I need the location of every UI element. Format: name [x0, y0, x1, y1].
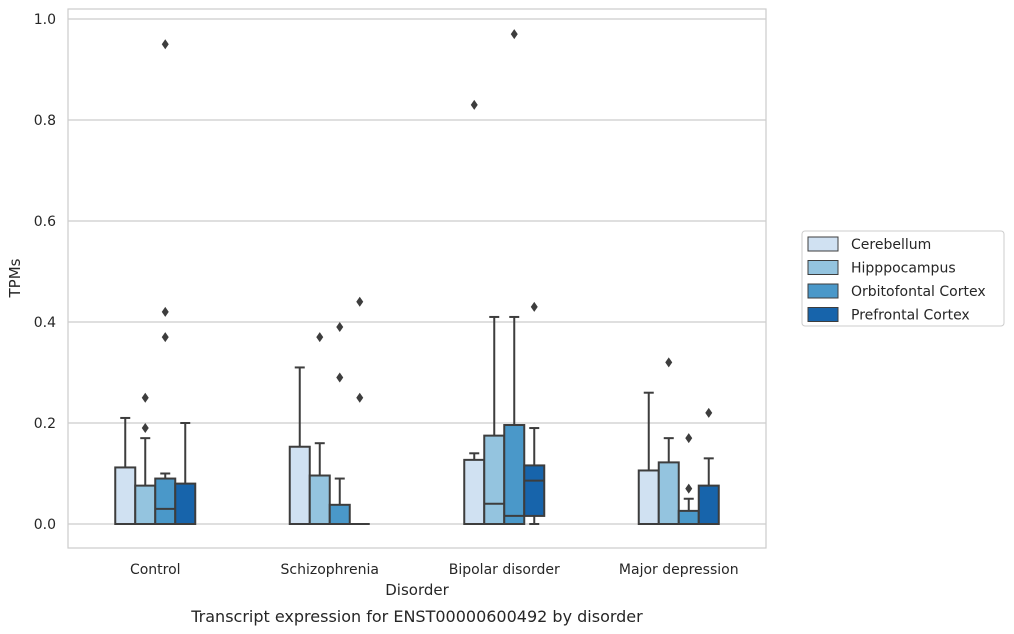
x-tick-label: Control — [130, 562, 181, 578]
chart-caption: Transcript expression for ENST0000060049… — [190, 607, 643, 626]
x-axis-title: Disorder — [385, 581, 449, 599]
outlier-point — [356, 296, 364, 307]
x-tick-label: Schizophrenia — [281, 562, 379, 578]
box-group — [463, 99, 486, 525]
y-tick-label: 0.0 — [34, 517, 56, 533]
outlier-point — [161, 39, 169, 50]
box-group — [523, 301, 546, 525]
outlier-point — [316, 332, 324, 343]
outlier-point — [356, 392, 364, 403]
box — [308, 474, 331, 525]
legend-item: Orbitofontal Cortex — [807, 283, 986, 300]
outlier-point — [470, 99, 478, 110]
legend-swatch — [807, 260, 839, 275]
box — [503, 424, 526, 525]
y-tick-label: 0.8 — [34, 113, 56, 129]
box — [523, 464, 546, 517]
box-group — [677, 433, 700, 525]
box — [154, 477, 177, 525]
outlier-point — [141, 392, 149, 403]
legend-swatch — [807, 283, 839, 299]
outlier-point — [665, 357, 673, 368]
x-tick-labels: Control Schizophrenia Bipolar disorder Majo… — [130, 562, 739, 578]
box-group — [174, 422, 197, 526]
y-axis-title: TPMs — [6, 258, 24, 298]
legend-label: Cerebellum — [851, 237, 931, 253]
x-tick-label: Bipolar disorder — [449, 562, 560, 578]
box — [637, 469, 660, 525]
box — [657, 461, 680, 526]
box-group — [288, 366, 311, 525]
y-tick-labels: 0.0 0.2 0.4 0.6 0.8 1.0 — [34, 12, 56, 533]
legend-swatch — [807, 307, 839, 322]
box-group — [637, 391, 660, 525]
outlier-point — [685, 483, 693, 494]
box — [328, 503, 351, 525]
outlier-point — [141, 423, 149, 434]
box — [677, 509, 700, 525]
outlier-point — [685, 433, 693, 444]
y-tick-label: 0.2 — [34, 416, 56, 432]
box — [114, 466, 137, 526]
legend-item: Prefrontal Cortex — [807, 307, 970, 324]
legend-item: Hipppocampus — [807, 260, 956, 277]
legend-frame — [801, 230, 1005, 327]
legend-item: Cerebellum — [807, 236, 931, 253]
outlier-point — [530, 301, 538, 312]
box — [288, 445, 311, 525]
series-orbitofontal-cortex — [154, 29, 700, 525]
legend-swatch — [807, 236, 839, 252]
legend-label: Orbitofontal Cortex — [851, 284, 986, 300]
box — [174, 482, 197, 526]
box-group — [154, 39, 177, 525]
outlier-point — [705, 407, 713, 418]
box-group — [114, 416, 137, 526]
outlier-point — [510, 29, 518, 40]
y-tick-label: 1.0 — [34, 12, 56, 28]
outlier-point — [336, 322, 344, 333]
box-series — [114, 29, 720, 526]
x-tick-label: Major depression — [619, 562, 739, 578]
box-group — [349, 296, 370, 525]
box-group — [328, 322, 351, 525]
box-group — [657, 357, 680, 526]
outlier-point — [336, 372, 344, 383]
plot-frame — [67, 8, 767, 549]
legend-label: Prefrontal Cortex — [851, 308, 970, 324]
box — [483, 434, 506, 525]
box-group — [483, 315, 506, 525]
outlier-point — [161, 332, 169, 343]
outlier-point — [161, 306, 169, 317]
box — [697, 484, 720, 525]
y-tick-label: 0.6 — [34, 214, 56, 230]
series-prefrontal-cortex — [174, 296, 720, 526]
box-group — [308, 332, 331, 525]
legend-label: Hipppocampus — [851, 261, 956, 277]
y-tick-label: 0.4 — [34, 315, 56, 331]
box — [463, 458, 486, 525]
box-group — [697, 407, 720, 525]
box — [134, 484, 157, 525]
legend: Cerebellum Hipppocampus Orbitofontal Corte… — [801, 230, 1005, 327]
series-cerebellum — [114, 99, 660, 526]
